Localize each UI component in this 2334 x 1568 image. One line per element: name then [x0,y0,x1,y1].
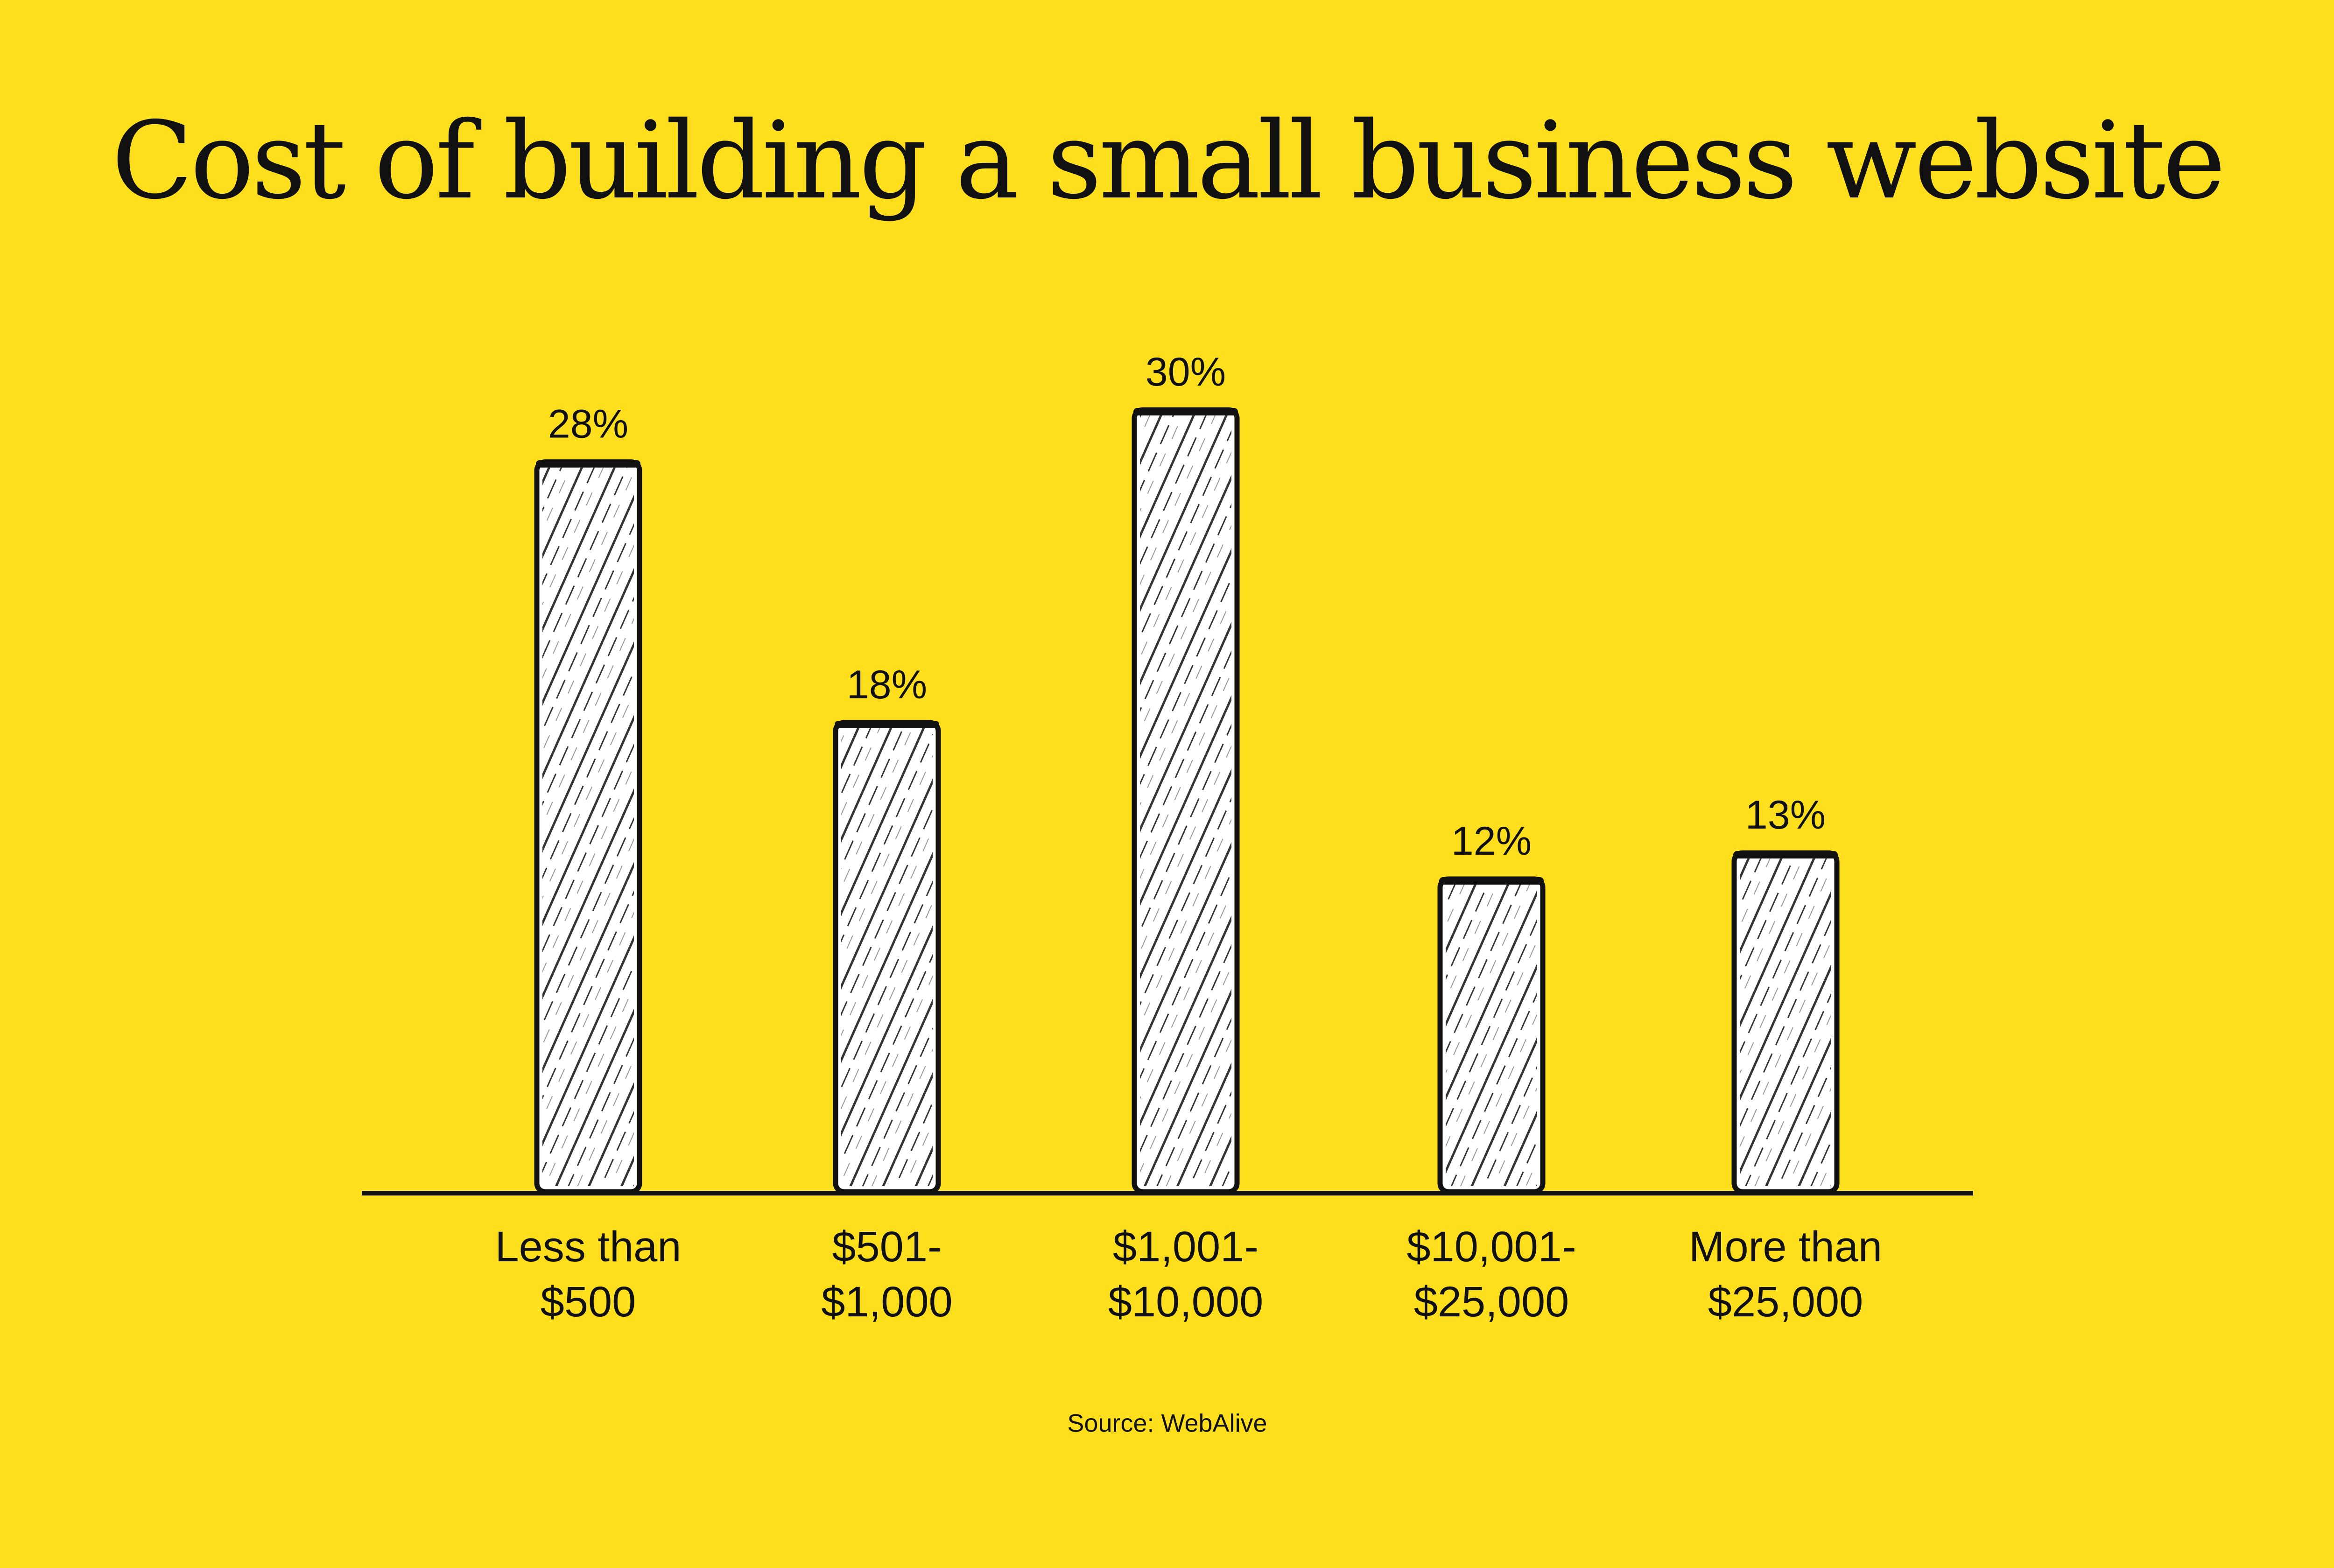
value-label-2: 18% [847,662,927,707]
bar-hatch-1 [542,467,634,1186]
bars-layer [534,407,1840,1195]
category-label-4-line-1: $10,001- [1406,1223,1576,1271]
value-label-1: 28% [548,402,628,447]
labels-layer: 28% Less than $500 18% $501- $1,000 30% $1,001-… [495,350,1883,1326]
category-label-2-line-2: $1,000 [821,1278,952,1326]
category-label-5-line-2: $25,000 [1708,1278,1863,1326]
source-note: Source: WebAlive [1067,1409,1267,1437]
category-label-4-line-2: $25,000 [1414,1278,1569,1326]
bar-hatch-5 [1740,858,1831,1186]
category-label-3-line-2: $10,000 [1108,1278,1264,1326]
bar-hatch-3 [1140,415,1231,1186]
value-label-3: 30% [1146,350,1226,394]
category-label-1-line-2: $500 [541,1278,636,1326]
value-label-5: 13% [1745,793,1826,837]
category-label-3-line-1: $1,001- [1113,1223,1258,1271]
bar-hatch-2 [841,728,933,1186]
chart-title: Cost of building a small business websit… [111,98,2226,223]
category-label-2-line-1: $501- [832,1223,942,1271]
bar-hatch-4 [1446,885,1537,1186]
category-label-5-line-1: More than [1689,1223,1882,1271]
category-label-1-line-1: Less than [495,1223,682,1271]
value-label-4: 12% [1451,819,1532,864]
